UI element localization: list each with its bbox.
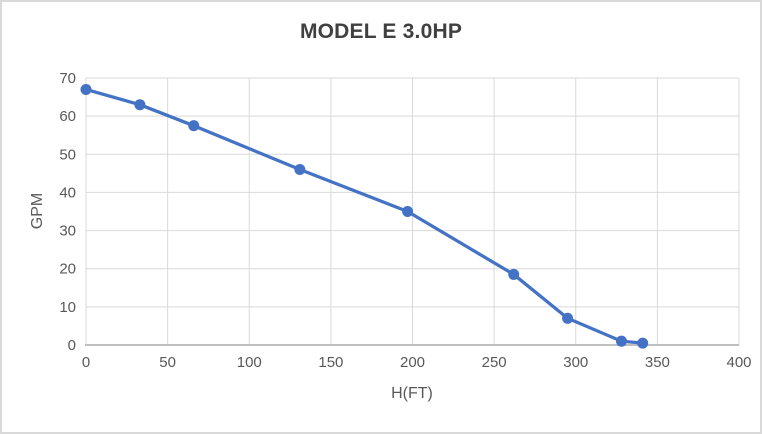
x-tick-label: 50 <box>159 354 176 371</box>
y-tick-label: 10 <box>59 299 76 316</box>
x-tick-label: 300 <box>563 354 588 371</box>
y-tick-label: 20 <box>59 261 76 278</box>
x-tick-label: 100 <box>237 354 262 371</box>
data-point-marker <box>294 164 306 176</box>
data-point-marker <box>402 206 414 217</box>
data-point-marker <box>562 312 574 324</box>
y-tick-label: 30 <box>59 223 76 240</box>
y-tick-label: 60 <box>59 108 76 125</box>
chart-title: MODEL E 3.0HP <box>299 20 463 43</box>
data-point-marker <box>615 335 627 347</box>
x-axis-title: H(FT) <box>391 385 433 402</box>
y-tick-label: 50 <box>59 146 76 163</box>
data-point-marker <box>80 83 92 95</box>
x-tick-label: 350 <box>645 354 670 371</box>
y-tick-label: 70 <box>59 70 76 87</box>
data-point-marker <box>134 99 146 111</box>
x-tick-label: 250 <box>482 354 507 371</box>
data-point-marker <box>188 120 200 132</box>
x-tick-label: 150 <box>318 354 343 371</box>
x-tick-label: 400 <box>726 354 751 371</box>
x-tick-label: 200 <box>400 354 425 371</box>
data-point-marker <box>637 337 649 349</box>
x-tick-label: 0 <box>82 354 90 371</box>
y-tick-label: 0 <box>68 337 76 354</box>
y-tick-label: 40 <box>59 184 76 201</box>
series-line <box>84 87 645 345</box>
data-point-marker <box>508 268 520 280</box>
